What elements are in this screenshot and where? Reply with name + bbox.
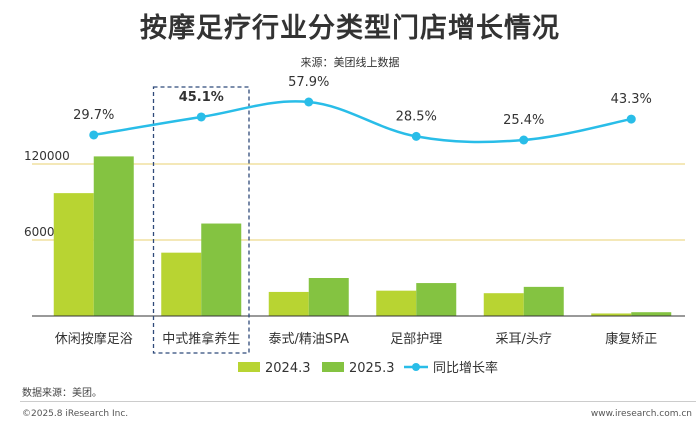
y-tick-label: 60000 — [24, 225, 62, 239]
growth-rate-label: 57.9% — [288, 75, 329, 90]
growth-rate-label: 25.4% — [503, 113, 544, 128]
growth-rate-point — [519, 135, 529, 145]
footer-divider — [20, 401, 696, 402]
legend-swatch — [238, 362, 260, 372]
data-source-note: 数据来源：美团。 — [22, 388, 102, 399]
x-tick-label: 采耳/头疗 — [496, 332, 552, 347]
x-tick-label: 足部护理 — [390, 332, 442, 347]
bar-2025 — [308, 278, 349, 316]
copyright: ©2025.8 iResearch Inc. — [22, 409, 129, 419]
website: www.iresearch.com.cn — [590, 409, 692, 419]
bar-2024 — [268, 291, 309, 316]
growth-rate-label: 28.5% — [396, 109, 437, 124]
chart-source: 来源：美团线上数据 — [300, 56, 400, 69]
bar-2025 — [631, 312, 672, 316]
x-tick-label: 休闲按摩足浴 — [55, 331, 133, 347]
legend-swatch — [322, 362, 344, 372]
x-tick-label: 泰式/精油SPA — [268, 332, 349, 347]
growth-rate-point — [411, 131, 421, 141]
legend-label: 2025.3 — [349, 361, 395, 376]
highlight-box — [152, 86, 250, 354]
x-tick-label: 康复矫正 — [605, 331, 657, 347]
bar-2024 — [591, 313, 632, 316]
bar-2024 — [53, 193, 94, 316]
growth-rate-point — [626, 114, 636, 124]
legend-label: 同比增长率 — [433, 360, 498, 376]
bar-2025 — [416, 283, 457, 316]
legend-marker — [412, 363, 420, 371]
growth-rate-point — [196, 112, 206, 122]
bar-2024 — [376, 290, 417, 316]
y-tick-label: 120000 — [24, 149, 70, 163]
growth-rate-label: 45.1% — [179, 90, 224, 105]
bar-2025 — [523, 286, 564, 316]
growth-rate-point — [89, 130, 99, 140]
bar-2024 — [161, 252, 202, 316]
chart: 60000 120000 休闲按摩足浴 中式推拿养生 泰式/精油SPA 足部护理 采耳/头疗… — [24, 75, 685, 376]
growth-rate-label: 43.3% — [611, 92, 652, 107]
x-tick-label: 中式推拿养生 — [162, 331, 240, 347]
bar-2025 — [93, 156, 134, 316]
growth-rate-line — [93, 100, 632, 144]
growth-rate-label: 29.7% — [73, 108, 114, 123]
bar-2024 — [483, 293, 524, 316]
growth-rate-point — [304, 97, 314, 107]
chart-title: 按摩足疗行业分类型门店增长情况 — [140, 13, 560, 44]
legend-label: 2024.3 — [265, 361, 311, 376]
bar-2025 — [201, 223, 242, 316]
